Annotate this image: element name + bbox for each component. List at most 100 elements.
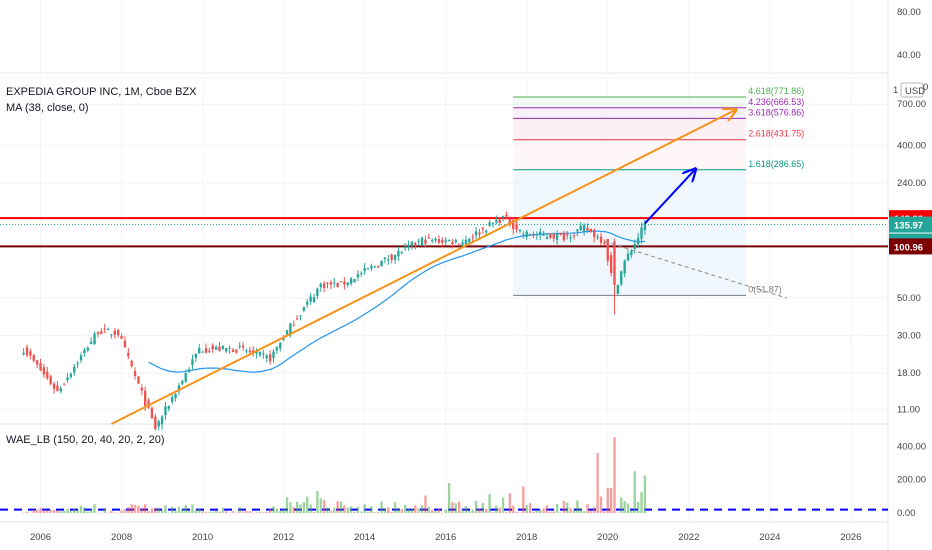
candle-body [451,242,454,244]
indicator-bar [586,504,589,513]
candle-body [549,234,552,238]
candle-body [292,324,295,326]
price-tick-label: 30.00 [897,331,921,342]
indicator-bar [268,508,272,513]
indicator-bar [363,504,366,513]
candle-body [52,383,56,389]
candle-body [194,353,198,358]
price-label-text: 100.96 [894,242,923,253]
grid-lines [0,0,888,522]
indicator-bar [434,510,437,513]
indicator-bar [370,506,373,513]
candle-body [208,351,211,353]
indicator-bar [204,512,208,513]
indicator-bar [444,509,447,513]
candle-body [127,352,130,357]
currency-button[interactable]: USD [900,82,925,98]
candle-body [599,236,603,243]
indicator-bar [427,506,430,513]
fib-level-label: 2.618(431.75) [748,129,804,139]
candle-body [204,348,208,353]
indicator-bar [73,508,76,513]
indicator-bar [400,509,403,513]
candle-body [89,341,93,344]
fib-zone [513,169,747,296]
indicator-bar [410,508,414,513]
indicator-bar [211,511,214,513]
candle-body [356,274,360,278]
fib-zone [513,97,747,108]
indicator-bar [39,507,42,513]
indicator-bar [508,493,512,513]
indicator-bar [174,511,177,513]
indicator-bar [252,512,255,514]
drawing-annotations [110,110,787,425]
candle-body [414,242,417,246]
indicator-bar [120,510,123,513]
candle-body [248,350,252,353]
indicator-bar [326,507,329,513]
candle-body [434,238,437,241]
indicator-bar [289,502,292,513]
candle-body [461,242,464,245]
candle-body [42,367,46,375]
candle-body [431,240,434,242]
candle-body [623,260,626,274]
candle-body [167,406,171,409]
candle-body [83,349,86,353]
indicator-bar [417,508,420,513]
indicator-bar [299,504,302,513]
candle-body [515,223,518,230]
indicator-bar [272,506,275,513]
candle-body [59,388,62,392]
indicator-bar [562,500,566,513]
candle-body [498,219,501,223]
candle-body [474,231,478,236]
candle-body [245,350,248,352]
candle-body [46,371,49,379]
candle-body [96,332,100,334]
indicator-bar [42,509,46,513]
indicator-bar [539,509,542,513]
trendline [110,110,736,425]
candle-body [160,416,164,425]
time-tick-label: 2026 [840,532,861,543]
indicator-bar [424,495,427,513]
candle-body [481,228,485,230]
candle-body [566,234,569,236]
indicator-bar [100,512,103,514]
candle-body [272,351,275,359]
candle-body [512,220,515,230]
indicator-bar [147,511,150,513]
indicator-bar [218,511,221,513]
candle-body [130,360,133,367]
indicator-bar [154,507,157,513]
candle-body [282,339,285,341]
indicator-bar [231,511,235,513]
indicator-bar [515,511,518,513]
candle-body [424,239,427,244]
indicator-bar [336,501,339,513]
indicator-bar [488,494,491,513]
candle-body [35,360,39,365]
indicator-bar [32,509,35,513]
indicator-bar [319,498,322,513]
indicator-bar [214,510,218,513]
indicator-bar [387,507,390,513]
candle-body [187,369,191,373]
top-tick-40: 40.00 [897,50,921,61]
candle-body [255,350,258,354]
candle-body [576,229,579,232]
candle-body [491,223,495,225]
indicator-bar [549,511,552,513]
indicator-bar [603,511,606,513]
candle-body [542,234,545,236]
currency-prefix: 1 [893,85,898,96]
candle-body [417,240,420,242]
indicator-bar [282,509,285,513]
candle-body [596,236,599,238]
candle-body [454,240,457,242]
candle-body [552,233,555,239]
indicator-bar [491,512,495,513]
